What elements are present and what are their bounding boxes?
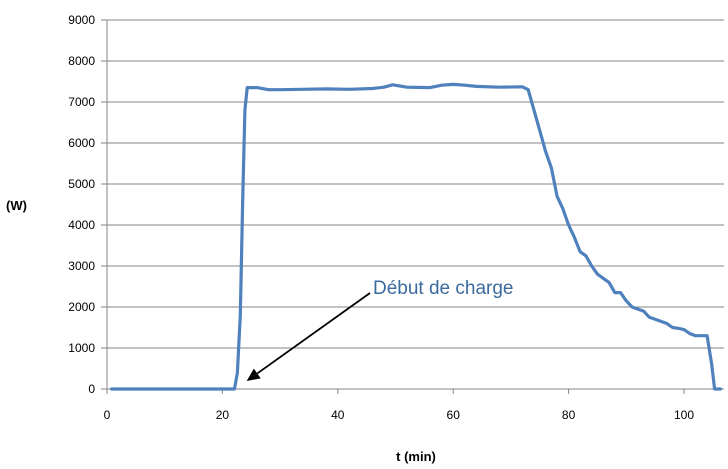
x-tick-label: 60 xyxy=(447,408,461,422)
x-tick-label: 0 xyxy=(104,408,111,422)
y-tick-label: 6000 xyxy=(68,136,95,150)
series-line-0 xyxy=(109,82,723,391)
grid-lines xyxy=(107,19,724,349)
annotation-arrowhead xyxy=(246,368,261,381)
y-tick-labels: 0 1000 2000 3000 4000 5000 6000 7000 8000 9000 xyxy=(68,13,107,396)
x-tick-label: 100 xyxy=(674,408,694,422)
y-axis-label: (W) xyxy=(6,198,27,213)
y-tick-label: 2000 xyxy=(68,300,95,314)
y-tick-label: 1000 xyxy=(68,341,95,355)
y-tick-label: 5000 xyxy=(68,177,95,191)
x-tick-label: 20 xyxy=(216,408,230,422)
annotation-arrow xyxy=(256,292,371,375)
x-tick-label: 80 xyxy=(562,408,576,422)
y-tick-label: 0 xyxy=(88,382,95,396)
annotation-text: Début de charge xyxy=(373,278,514,299)
y-tick-label: 7000 xyxy=(68,95,95,109)
x-axis-label: t (min) xyxy=(396,449,436,464)
x-tick-labels: 0 20 40 60 80 100 xyxy=(104,389,694,422)
y-tick-label: 9000 xyxy=(68,13,95,27)
y-tick-label: 8000 xyxy=(68,54,95,68)
y-tick-label: 3000 xyxy=(68,259,95,273)
series-layer xyxy=(109,82,723,391)
annotation: Début de charge xyxy=(246,278,514,381)
y-tick-label: 4000 xyxy=(68,218,95,232)
x-tick-label: 40 xyxy=(331,408,345,422)
